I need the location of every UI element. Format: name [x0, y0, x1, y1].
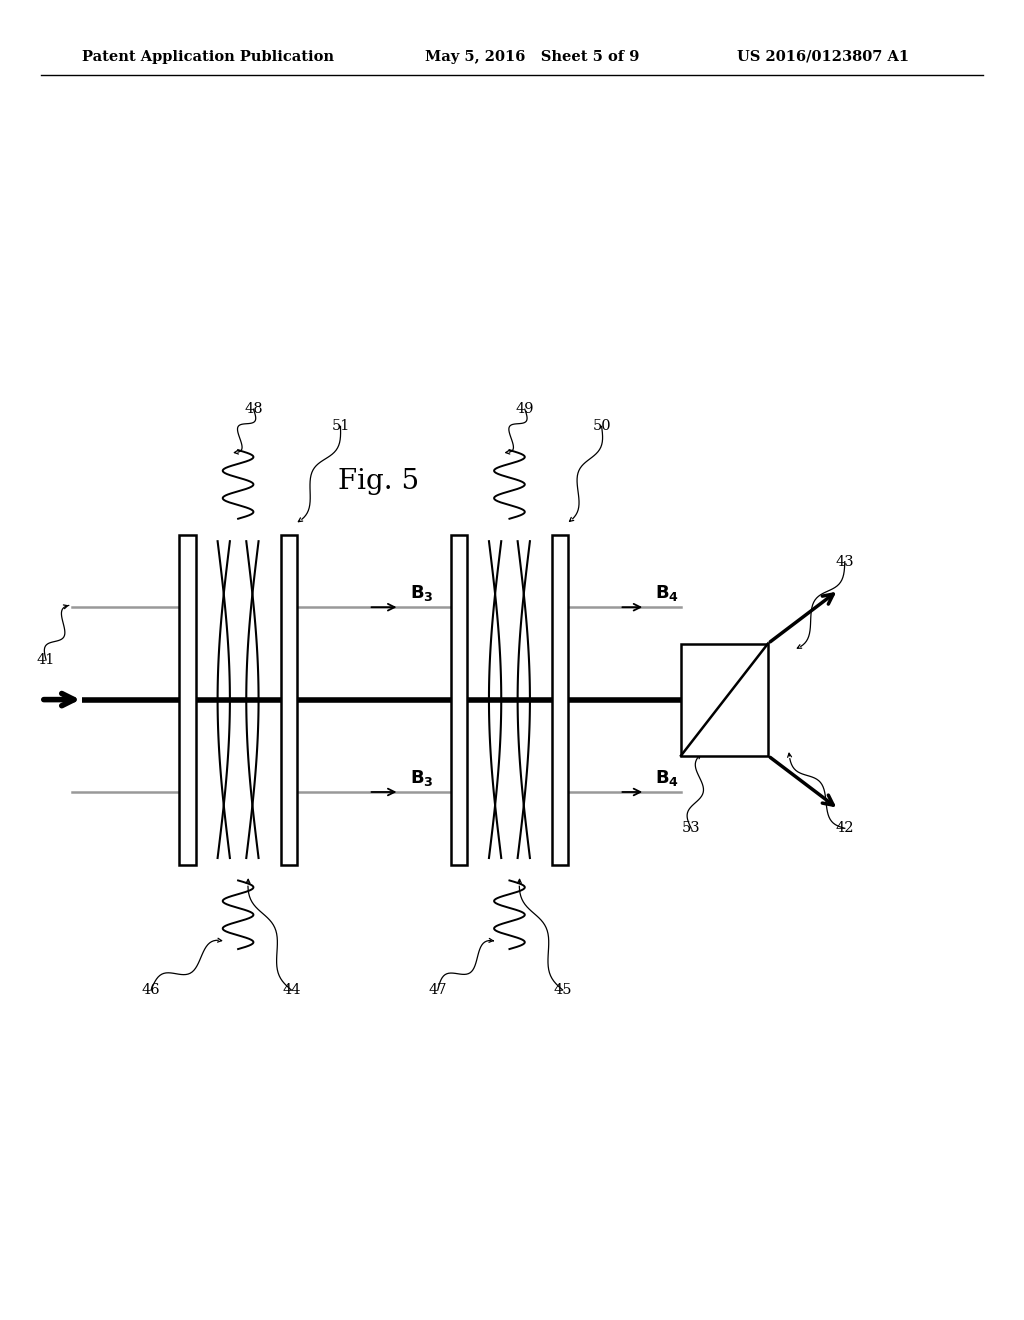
Text: 46: 46: [141, 983, 161, 997]
Text: 43: 43: [836, 554, 854, 569]
Text: Patent Application Publication: Patent Application Publication: [82, 50, 334, 63]
Text: 47: 47: [428, 983, 447, 997]
Text: 50: 50: [592, 420, 611, 433]
Text: 44: 44: [282, 983, 301, 997]
Text: US 2016/0123807 A1: US 2016/0123807 A1: [737, 50, 909, 63]
Text: 49: 49: [515, 403, 535, 416]
Bar: [281, 535, 297, 865]
Bar: [451, 535, 467, 865]
Text: $\mathbf{B_3}$: $\mathbf{B_3}$: [410, 583, 433, 603]
Text: 45: 45: [553, 983, 572, 997]
Text: 42: 42: [836, 821, 854, 836]
Text: $\mathbf{B_4}$: $\mathbf{B_4}$: [655, 583, 680, 603]
Bar: [681, 644, 768, 755]
Text: Fig. 5: Fig. 5: [338, 469, 420, 495]
Text: $\mathbf{B_4}$: $\mathbf{B_4}$: [655, 768, 680, 788]
Text: 41: 41: [37, 653, 55, 667]
Bar: [552, 535, 568, 865]
Text: 51: 51: [332, 420, 349, 433]
Text: 48: 48: [244, 403, 263, 416]
Text: $\mathbf{B_3}$: $\mathbf{B_3}$: [410, 768, 433, 788]
Bar: [179, 535, 196, 865]
Text: 53: 53: [682, 821, 700, 836]
Text: May 5, 2016   Sheet 5 of 9: May 5, 2016 Sheet 5 of 9: [425, 50, 639, 63]
